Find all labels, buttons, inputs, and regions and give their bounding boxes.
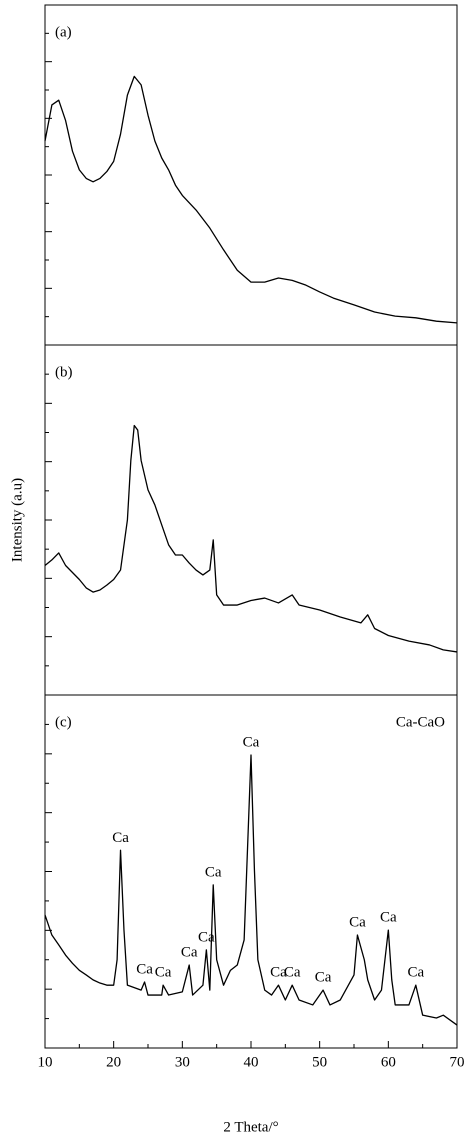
peak-label: Ca (380, 910, 397, 926)
peak-label: Ca (205, 864, 222, 880)
peak-label: Ca (407, 965, 424, 981)
xrd-trace (44, 75, 458, 324)
panel-label: (c) (55, 714, 72, 730)
peak-label: Ca (270, 965, 287, 981)
panel-label: (a) (55, 24, 72, 40)
x-tick-label: 70 (450, 1054, 465, 1070)
x-tick-label: 20 (106, 1054, 121, 1070)
peak-label: Ca (243, 734, 260, 750)
plot-frame (44, 344, 458, 696)
peak-label: Ca (136, 961, 153, 977)
peak-label: Ca (155, 965, 172, 981)
x-tick-label: 60 (381, 1054, 396, 1070)
xrd-trace (44, 754, 458, 1026)
x-tick-label: 10 (38, 1054, 53, 1070)
x-tick-label: 50 (312, 1054, 327, 1070)
peak-label: Ca (315, 970, 332, 986)
x-axis-label: 2 Theta/° (223, 1119, 278, 1135)
peak-label: Ca (349, 914, 366, 930)
xrd-trace (44, 424, 458, 653)
peak-label: Ca (198, 929, 215, 945)
legend-text: Ca-CaO (396, 714, 445, 730)
peak-label: Ca (112, 830, 129, 846)
peak-label: Ca (181, 944, 198, 960)
plot-frame (44, 4, 458, 346)
y-axis-label: Intensity (a.u) (9, 478, 25, 562)
peak-label: Ca (284, 965, 301, 981)
x-tick-label: 30 (175, 1054, 190, 1070)
panel-label: (b) (55, 364, 73, 380)
x-tick-label: 40 (244, 1054, 259, 1070)
